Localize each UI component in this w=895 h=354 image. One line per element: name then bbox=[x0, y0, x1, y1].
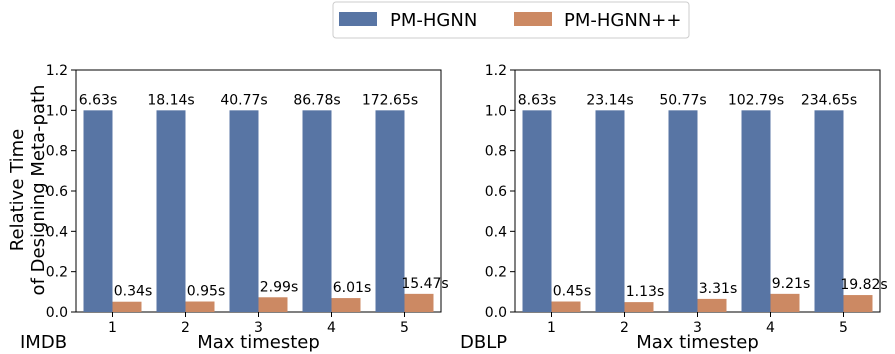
legend-label-pm-hgnn: PM-HGNN bbox=[390, 10, 477, 31]
data-label: 1.13s bbox=[626, 284, 664, 300]
x-tick-label: 4 bbox=[327, 320, 336, 336]
bar-pm-hgnn bbox=[596, 110, 625, 312]
data-label: 2.99s bbox=[260, 279, 298, 295]
bar-pm-hgnn-plus bbox=[113, 302, 142, 312]
x-axis-label: Max timestep bbox=[197, 332, 320, 353]
bar-pm-hgnn-plus bbox=[844, 295, 873, 312]
y-tick-label: 1.0 bbox=[46, 103, 68, 119]
data-label: 172.65s bbox=[362, 92, 418, 108]
x-tick-label: 4 bbox=[766, 320, 775, 336]
bar-pm-hgnn bbox=[157, 110, 186, 312]
bar-pm-hgnn bbox=[84, 110, 113, 312]
y-tick-label: 0.2 bbox=[46, 265, 68, 281]
x-tick-label: 1 bbox=[108, 320, 117, 336]
x-tick-label: 5 bbox=[400, 320, 409, 336]
chart-panel-imdb: 0.0 0.2 0.4 0.6 0.8 1.0 1.2 1 6.63s 0.34s 2 18.14s 0… bbox=[20, 63, 449, 353]
y-tick-label: 0.0 bbox=[485, 305, 507, 321]
x-tick-label: 2 bbox=[181, 320, 190, 336]
data-label: 23.14s bbox=[586, 92, 633, 108]
data-label: 50.77s bbox=[659, 92, 706, 108]
x-tick-label: 5 bbox=[839, 320, 848, 336]
bar-pm-hgnn-plus bbox=[552, 302, 581, 312]
data-label: 0.95s bbox=[187, 284, 225, 300]
y-tick-label: 0.6 bbox=[46, 184, 68, 200]
bar-pm-hgnn-plus bbox=[771, 294, 800, 312]
data-label: 6.01s bbox=[333, 280, 371, 296]
data-label: 0.45s bbox=[553, 284, 591, 300]
bar-pm-hgnn bbox=[230, 110, 259, 312]
legend-swatch-pm-hgnn bbox=[339, 12, 377, 26]
data-label: 40.77s bbox=[220, 92, 267, 108]
data-label: 102.79s bbox=[728, 92, 784, 108]
legend: PM-HGNN PM-HGNN++ bbox=[333, 2, 689, 38]
bar-pm-hgnn bbox=[742, 110, 771, 312]
panel-label: DBLP bbox=[460, 332, 507, 353]
bar-pm-hgnn-plus bbox=[405, 294, 434, 312]
bar-pm-hgnn bbox=[815, 110, 844, 312]
bar-pm-hgnn-plus bbox=[625, 302, 654, 312]
y-tick-label: 0.4 bbox=[46, 224, 68, 240]
data-label: 19.82s bbox=[840, 277, 887, 293]
bar-pm-hgnn bbox=[376, 110, 405, 312]
bar-pm-hgnn-plus bbox=[186, 302, 215, 312]
bar-pm-hgnn bbox=[303, 110, 332, 312]
legend-label-pm-hgnn-plus: PM-HGNN++ bbox=[564, 10, 681, 31]
x-tick-label: 1 bbox=[547, 320, 556, 336]
legend-swatch-pm-hgnn-plus bbox=[514, 12, 552, 26]
y-tick-label: 0.6 bbox=[485, 184, 507, 200]
chart-panel-dblp: 0.0 0.2 0.4 0.6 0.8 1.0 1.2 1 8.63s 0.45s 2 23.14s 1… bbox=[460, 63, 888, 353]
data-label: 234.65s bbox=[801, 92, 857, 108]
data-label: 8.63s bbox=[518, 92, 556, 108]
y-tick-label: 1.2 bbox=[46, 63, 68, 79]
y-tick-label: 0.8 bbox=[46, 144, 68, 160]
bar-pm-hgnn bbox=[669, 110, 698, 312]
y-tick-label: 0.4 bbox=[485, 224, 507, 240]
data-label: 15.47s bbox=[401, 276, 448, 292]
y-tick-label: 0.8 bbox=[485, 144, 507, 160]
bar-pm-hgnn-plus bbox=[698, 299, 727, 312]
data-label: 0.34s bbox=[114, 284, 152, 300]
x-tick-label: 2 bbox=[620, 320, 629, 336]
y-tick-label: 0.0 bbox=[46, 305, 68, 321]
y-tick-label: 1.0 bbox=[485, 103, 507, 119]
bar-pm-hgnn-plus bbox=[259, 297, 288, 312]
y-tick-label: 0.2 bbox=[485, 265, 507, 281]
y-tick-label: 1.2 bbox=[485, 63, 507, 79]
x-axis-label: Max timestep bbox=[636, 332, 759, 353]
data-label: 18.14s bbox=[147, 92, 194, 108]
data-label: 6.63s bbox=[79, 92, 117, 108]
bar-pm-hgnn-plus bbox=[332, 298, 361, 312]
bar-pm-hgnn bbox=[523, 110, 552, 312]
y-axis-label-line1: Relative Time bbox=[7, 129, 28, 251]
data-label: 3.31s bbox=[699, 281, 737, 297]
panel-label: IMDB bbox=[20, 332, 67, 353]
data-label: 86.78s bbox=[293, 92, 340, 108]
data-label: 9.21s bbox=[772, 276, 810, 292]
